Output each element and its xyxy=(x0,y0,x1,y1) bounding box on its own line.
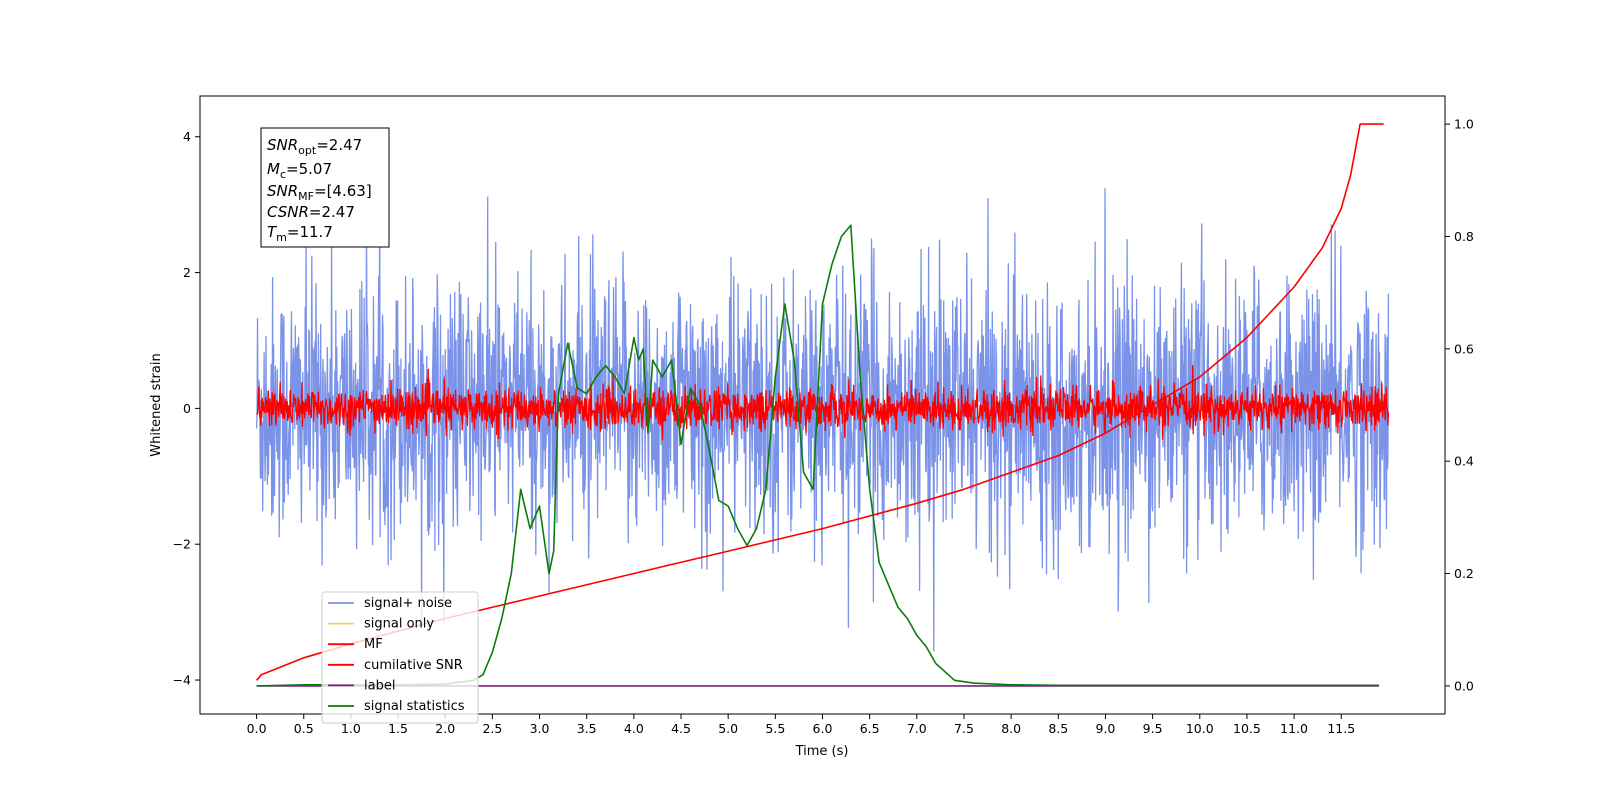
y2-tick-label: 1.0 xyxy=(1454,117,1474,132)
x-tick-label: 6.0 xyxy=(813,721,833,736)
x-axis: 0.0 0.5 1.0 1.5 2.0 2.5 3.0 3.5 4.0 4.5 5.0 5.5 6.0 6… xyxy=(247,714,1355,736)
y-axis-label: Whitened strain xyxy=(149,353,164,456)
x-tick-label: 1.5 xyxy=(388,721,408,736)
x-tick-label: 0.0 xyxy=(247,721,267,736)
annotation-snr-mf: SNRMF=[4.63] xyxy=(267,182,372,203)
x-tick-label: 11.0 xyxy=(1280,721,1308,736)
x-tick-label: 1.0 xyxy=(341,721,361,736)
x-tick-label: 8.0 xyxy=(1001,721,1021,736)
legend-frame xyxy=(321,591,479,724)
x-axis-label: Time (s) xyxy=(795,744,849,759)
y2-tick-label: 0.4 xyxy=(1454,454,1474,469)
y2-tick-label: 0.8 xyxy=(1454,229,1474,244)
x-tick-label: 4.0 xyxy=(624,721,644,736)
x-tick-label: 7.5 xyxy=(954,721,974,736)
y-tick-label: 4 xyxy=(183,129,191,144)
legend-label: signal+ noise xyxy=(364,596,452,611)
x-tick-label: 6.5 xyxy=(860,721,880,736)
x-tick-label: 10.5 xyxy=(1233,721,1261,736)
y-axis-right: 0.0 0.2 0.4 0.6 0.8 1.0 xyxy=(1445,117,1474,693)
annotation-frame xyxy=(260,127,390,248)
x-tick-label: 3.0 xyxy=(530,721,550,736)
x-tick-label: 11.5 xyxy=(1327,721,1355,736)
x-tick-label: 7.0 xyxy=(907,721,927,736)
annotation-snr-opt: SNRopt=2.47 xyxy=(267,136,362,157)
legend-label: signal only xyxy=(364,617,434,632)
series-line xyxy=(256,364,1390,441)
legend: signal+ noise signal only MF cumilative SNR… xyxy=(321,591,479,724)
x-tick-label: 9.0 xyxy=(1096,721,1116,736)
y-axis-left: −4 −2 0 2 4 xyxy=(173,129,200,688)
x-tick-label: 5.0 xyxy=(718,721,738,736)
annotation-box: SNRopt=2.47 Mc=5.07 SNRMF=[4.63] CSNR=2.… xyxy=(260,127,390,248)
legend-label: label xyxy=(364,678,395,693)
y-tick-label: −4 xyxy=(173,673,191,688)
x-tick-label: 2.0 xyxy=(435,721,455,736)
x-tick-label: 10.0 xyxy=(1186,721,1214,736)
x-tick-label: 0.5 xyxy=(294,721,314,736)
x-tick-label: 8.5 xyxy=(1048,721,1068,736)
series-line xyxy=(255,162,1390,652)
annotation-tm: Tm=11.7 xyxy=(267,223,333,244)
y-tick-label: 0 xyxy=(183,401,191,416)
annotation-mc: Mc=5.07 xyxy=(267,160,332,181)
series-line xyxy=(256,224,1379,687)
legend-label: signal statistics xyxy=(364,699,465,714)
y2-tick-label: 0.6 xyxy=(1454,341,1474,356)
x-tick-label: 3.5 xyxy=(577,721,597,736)
y2-tick-label: 0.0 xyxy=(1454,678,1474,693)
x-tick-label: 4.5 xyxy=(671,721,691,736)
x-tick-label: 2.5 xyxy=(482,721,502,736)
y-tick-label: −2 xyxy=(173,537,191,552)
x-tick-label: 5.5 xyxy=(765,721,785,736)
annotation-csnr: CSNR=2.47 xyxy=(267,203,355,221)
legend-label: cumilative SNR xyxy=(364,658,463,673)
y-tick-label: 2 xyxy=(183,265,191,280)
y2-tick-label: 0.2 xyxy=(1454,566,1474,581)
legend-label: MF xyxy=(364,637,383,652)
x-tick-label: 9.5 xyxy=(1143,721,1163,736)
